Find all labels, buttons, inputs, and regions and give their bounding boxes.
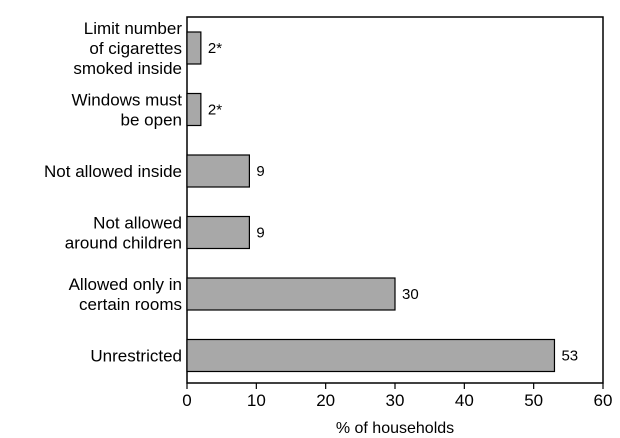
data-label: 53 [561,348,578,365]
category-label: Windows must [71,91,182,110]
x-tick-label: 60 [594,391,613,410]
category-label: Not allowed [93,214,182,233]
category-label: Not allowed inside [44,162,182,181]
bar [186,277,396,311]
data-label: 30 [402,286,419,303]
x-axis: 0 10 20 30 40 50 60 [182,383,612,410]
data-label: 2* [208,40,222,57]
data-label: 2* [208,102,222,119]
category-label: Limit number [84,19,183,38]
category-label: Allowed only in [69,275,182,294]
x-tick-label: 40 [455,391,474,410]
category-label: smoked inside [73,59,182,78]
category-label: Unrestricted [90,347,182,366]
bar [186,92,202,127]
x-tick-label: 10 [247,391,266,410]
data-label: 9 [256,225,264,242]
bar [186,338,556,373]
plot-frame [186,16,604,384]
x-axis-title: % of households [336,420,454,437]
data-label: 9 [256,163,264,180]
x-tick-label: 20 [316,391,335,410]
category-label: around children [65,234,182,253]
bar [186,31,202,65]
category-label: be open [121,111,182,130]
category-label: of cigarettes [89,39,182,58]
category-label: certain rooms [79,295,182,314]
x-tick-label: 0 [182,391,191,410]
bar [186,215,251,250]
x-tick-label: 30 [386,391,405,410]
bar [186,154,251,188]
x-tick-label: 50 [524,391,543,410]
